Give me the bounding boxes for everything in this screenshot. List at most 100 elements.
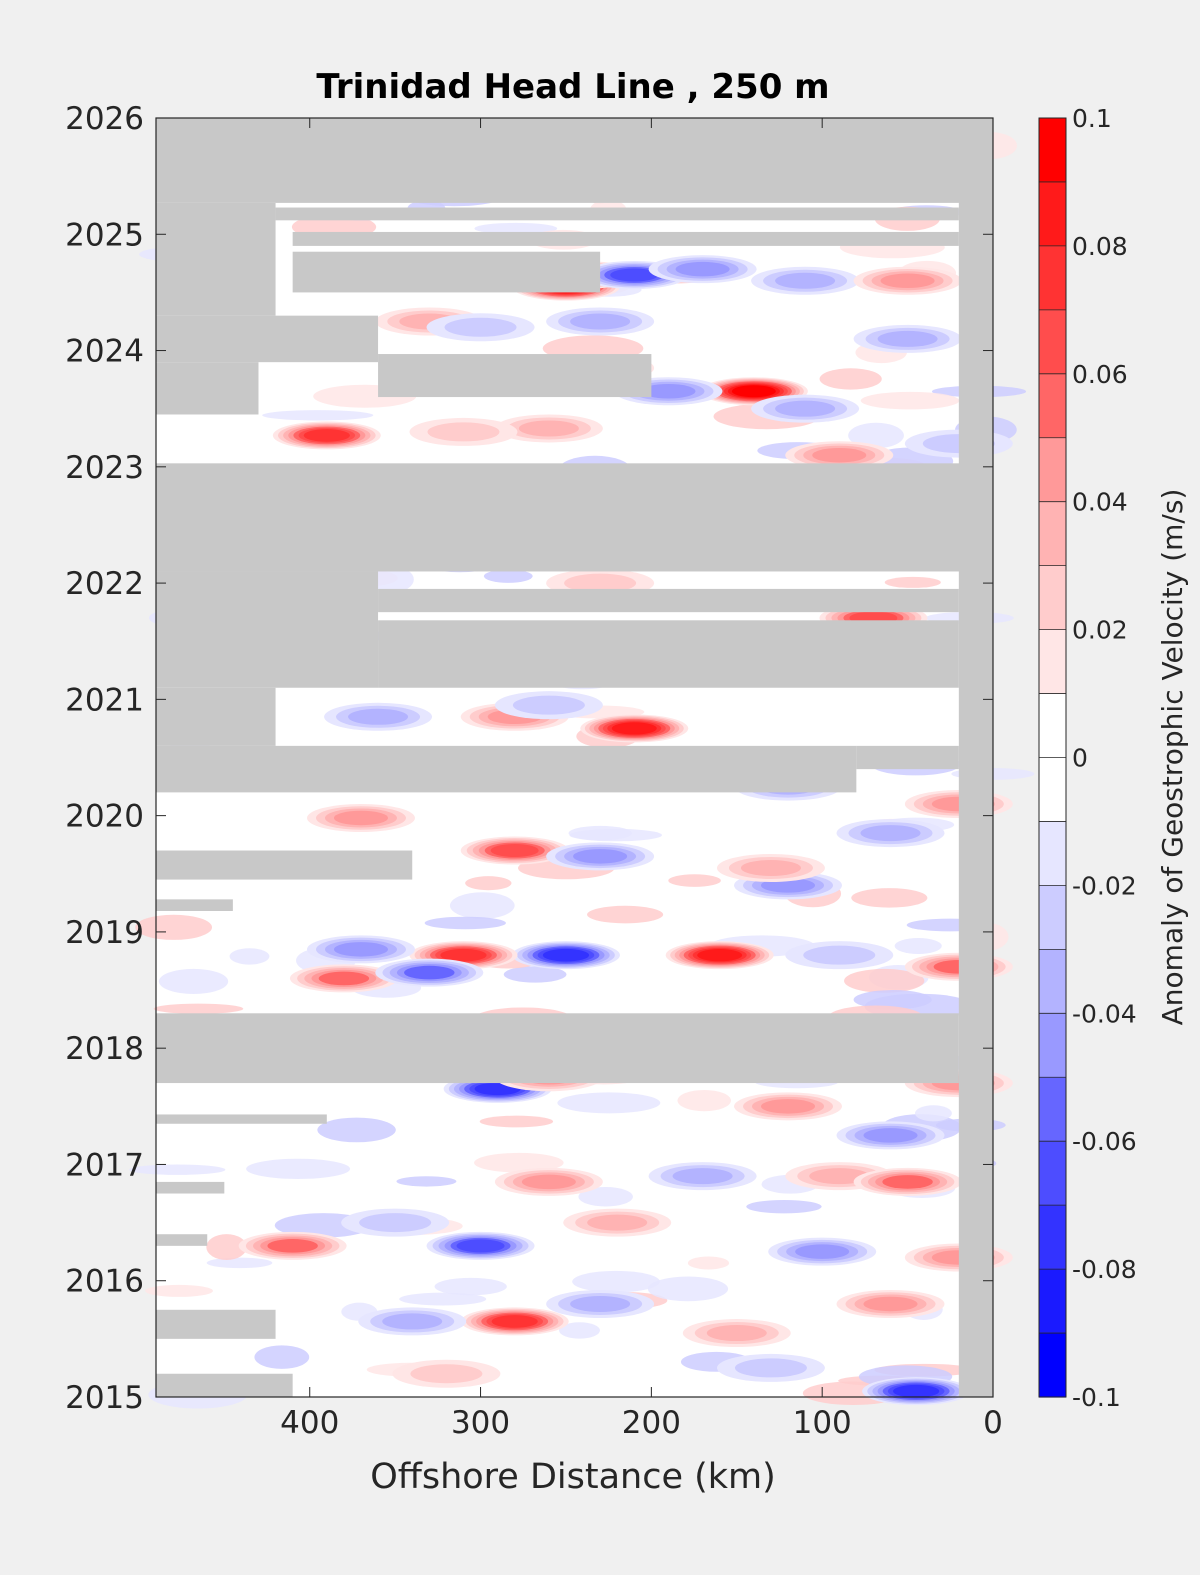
anomaly-contour (491, 1315, 538, 1328)
no-data-region (156, 1309, 276, 1339)
no-data-region (292, 231, 959, 246)
no-data-region (156, 315, 379, 363)
x-tick-label: 0 (983, 1405, 1003, 1441)
noise-blob (848, 422, 904, 449)
chart-title: Trinidad Head Line , 250 m (316, 67, 829, 107)
noise-blob (449, 892, 515, 919)
noise-blob (668, 874, 721, 887)
colorbar-swatch (1039, 693, 1066, 759)
noise-blob (572, 1270, 660, 1293)
anomaly-contour (382, 1313, 443, 1330)
no-data-region (156, 571, 379, 688)
anomaly-contour (359, 1213, 432, 1233)
noise-blob (746, 1199, 822, 1214)
colorbar-tick-label: -0.1 (1072, 1383, 1121, 1412)
noise-blob (254, 1345, 310, 1369)
no-data-region (156, 1373, 293, 1397)
colorbar-swatch (1039, 437, 1066, 503)
colorbar-swatches (1039, 118, 1066, 1398)
noise-blob (229, 948, 270, 965)
colorbar-swatch (1039, 1269, 1066, 1334)
anomaly-contour (672, 1168, 733, 1185)
no-data-region (856, 745, 959, 770)
anomaly-contour (706, 1325, 767, 1342)
noise-blob (687, 1256, 730, 1270)
y-tick-label: 2020 (65, 799, 144, 835)
noise-blob (853, 990, 932, 1010)
anomaly-contour (611, 722, 657, 735)
anomaly-contour (573, 849, 628, 864)
plot-area (129, 117, 1035, 1409)
anomaly-contour (303, 429, 350, 442)
no-data-region (156, 118, 993, 203)
noise-blob (557, 1092, 661, 1114)
noise-blob (483, 569, 533, 583)
plot-frame (155, 117, 994, 1398)
anomaly-contour (863, 1128, 918, 1143)
colorbar-swatch (1039, 949, 1066, 1014)
anomaly-contour (812, 447, 867, 463)
anomaly-contour (410, 1364, 483, 1384)
colorbar-tick-label: 0 (1072, 744, 1088, 773)
colorbar-frame (1038, 117, 1067, 1398)
no-data-region (378, 620, 959, 688)
x-axis-label: Offshore Distance (km) (370, 1457, 776, 1497)
colorbar-swatch (1039, 501, 1066, 567)
colorbar-swatch (1039, 309, 1066, 375)
anomaly-contour (518, 420, 579, 437)
colorbar-swatch (1039, 1077, 1066, 1142)
anomaly-contour (877, 330, 938, 347)
anomaly-contour (610, 268, 659, 282)
y-tick-label: 2017 (65, 1147, 144, 1183)
noise-blob (479, 1115, 554, 1128)
noise-blob (465, 876, 512, 891)
anomaly-contour (333, 810, 388, 826)
y-tick-label: 2022 (65, 566, 144, 602)
y-tick-label: 2019 (65, 915, 144, 951)
anomaly-contour (775, 400, 836, 417)
anomaly-contour (860, 825, 921, 842)
noise-blob (860, 391, 960, 410)
x-tick-labels: 400 300 200 100 0 (280, 1405, 1003, 1441)
colorbar-swatch (1039, 1205, 1066, 1270)
anomaly-contour (570, 1295, 631, 1312)
no-data-region (958, 118, 993, 1397)
y-tick-label: 2015 (65, 1380, 144, 1416)
y-tick-label: 2024 (65, 334, 144, 370)
noise-blob (894, 938, 942, 954)
anomaly-contour (542, 948, 590, 962)
noise-blob (647, 1276, 729, 1302)
noise-blob (129, 1164, 226, 1175)
anomaly-contour (570, 313, 631, 330)
noise-blob (153, 1003, 244, 1014)
anomaly-contour (882, 1175, 933, 1189)
noise-blob (503, 966, 567, 983)
axis-ticks (156, 117, 994, 1398)
y-tick-label: 2016 (65, 1264, 144, 1300)
noise-blob (135, 914, 213, 940)
noise-blob (474, 1152, 564, 1173)
y-tick-label: 2026 (65, 101, 144, 137)
noise-blob (677, 1089, 731, 1112)
noise-blob (474, 222, 558, 235)
colorbar-swatch (1039, 181, 1066, 247)
colorbar-tick-label: -0.02 (1072, 871, 1137, 900)
anomaly-contour (490, 844, 539, 858)
no-data-region (378, 588, 959, 613)
noise-blob (568, 825, 632, 841)
colorbar-tick-label: 0.08 (1072, 232, 1128, 261)
y-tick-label: 2021 (65, 682, 144, 718)
x-tick-label: 400 (280, 1405, 339, 1441)
noise-blob (399, 1292, 487, 1306)
noise-blob (317, 1117, 396, 1143)
colorbar-swatch (1039, 245, 1066, 311)
anomaly-contour (775, 272, 836, 289)
anomaly-contour (863, 1296, 918, 1312)
colorbar-swatch (1039, 118, 1066, 183)
anomaly-contour (892, 1384, 940, 1398)
colorbar-tick-labels: 0.1 0.08 0.06 0.04 0.02 0 -0.02 -0.04 -0.06 -0.08… (1072, 104, 1137, 1412)
anomaly-contour (587, 1214, 648, 1231)
anomaly-contour (318, 971, 370, 986)
noise-blob (434, 1277, 507, 1296)
